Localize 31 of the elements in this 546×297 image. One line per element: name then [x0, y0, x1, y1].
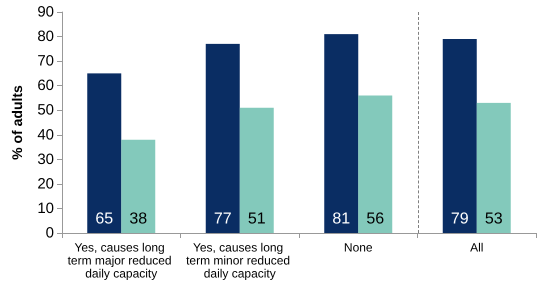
data-label: 77: [214, 210, 232, 228]
data-label: 56: [366, 210, 384, 228]
x-tick-label: Yes, causes long term major reduced daily capacity: [68, 240, 175, 280]
data-label: 79: [450, 210, 469, 228]
data-label: 65: [95, 210, 114, 228]
y-tick-label: 40: [37, 126, 54, 144]
bar: [476, 102, 511, 233]
bar: [87, 73, 122, 233]
y-tick-label: 90: [37, 4, 54, 20]
y-tick-label: 70: [37, 52, 54, 70]
y-tick-label: 0: [46, 224, 54, 242]
y-tick-label: 30: [37, 150, 54, 168]
bar: [240, 108, 274, 233]
data-label: 51: [248, 210, 266, 228]
data-label: 81: [332, 210, 350, 228]
data-label: 53: [484, 210, 503, 228]
y-tick-label: 20: [37, 175, 54, 192]
x-tick-label: None: [344, 240, 373, 254]
bar: [442, 39, 477, 233]
y-tick-label: 10: [37, 200, 54, 217]
bar: [324, 34, 358, 233]
bar: [358, 95, 392, 233]
x-tick-label: Yes, causes long term minor reduced daily capacity: [186, 240, 294, 280]
y-axis-title: % of adults: [9, 84, 25, 160]
y-tick-label: 80: [37, 28, 54, 46]
x-tick-label: All: [470, 240, 484, 254]
y-tick-label: 50: [37, 102, 54, 119]
bar: [206, 44, 240, 233]
y-tick-label: 60: [37, 77, 54, 94]
data-label: 38: [129, 210, 148, 228]
bar: [121, 140, 156, 233]
